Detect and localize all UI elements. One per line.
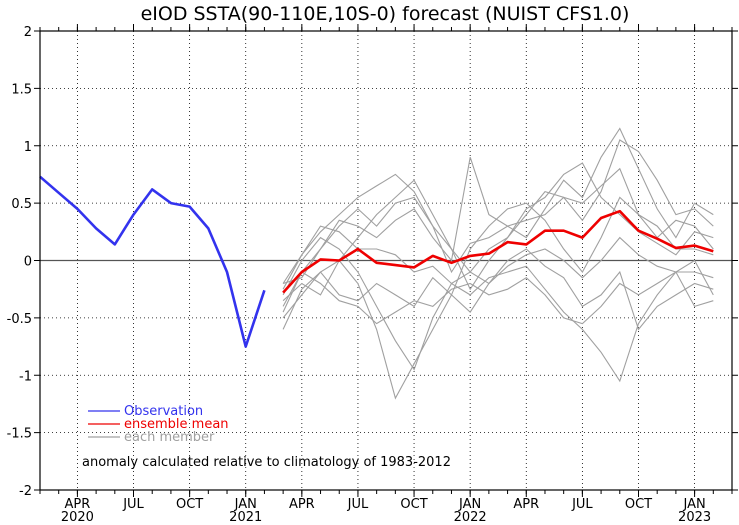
y-tick-label: 0 — [24, 255, 32, 270]
y-tick-label: -2 — [19, 484, 32, 499]
ensemble-mean-line — [282, 209, 714, 294]
member-line-1 — [282, 248, 714, 331]
y-tick-label: 2 — [24, 25, 32, 40]
member-line-5 — [282, 236, 714, 383]
observation-line — [39, 175, 266, 348]
legend-label-observation: Observation — [124, 404, 203, 419]
x-tick-label: OCT — [400, 497, 427, 512]
x-tick-label: JUL — [122, 497, 144, 512]
y-axis: 2 1.5 1 0.5 0 -0.5 -1 -1.5 -2 — [7, 25, 738, 499]
y-tick-label: 1 — [24, 140, 32, 155]
legend-label-each-member: each member — [124, 430, 215, 445]
x-tick-label: JAN — [458, 497, 481, 512]
member-line-8 — [282, 271, 714, 325]
x-tick-year-label: 2022 — [454, 510, 487, 525]
member-lines — [282, 127, 714, 400]
x-tick-label: JUL — [347, 497, 369, 512]
legend: Observation ensemble mean each member — [88, 404, 229, 445]
climatology-note: anomaly calculated relative to climatolo… — [82, 455, 451, 470]
x-tick-label: JAN — [234, 497, 257, 512]
y-tick-label: -1 — [19, 369, 32, 384]
chart-title: eIOD SSTA(90-110E,10S-0) forecast (NUIST… — [141, 3, 630, 25]
y-tick-label: 0.5 — [11, 197, 32, 212]
x-tick-label: APR — [65, 497, 91, 512]
x-tick-year-label: 2023 — [678, 510, 711, 525]
x-tick-label: OCT — [625, 497, 652, 512]
x-tick-label: JUL — [571, 497, 593, 512]
y-tick-label: 1.5 — [11, 82, 32, 97]
x-tick-label: OCT — [176, 497, 203, 512]
x-tick-label: APR — [289, 497, 315, 512]
x-tick-year-label: 2020 — [61, 510, 94, 525]
main-series — [39, 175, 714, 348]
y-tick-label: -0.5 — [7, 312, 32, 327]
x-tick-label: APR — [513, 497, 539, 512]
member-line-9 — [282, 162, 714, 290]
x-tick-year-label: 2021 — [229, 510, 262, 525]
y-tick-label: -1.5 — [7, 427, 32, 442]
member-line-6 — [282, 196, 714, 400]
legend-label-ensemble-mean: ensemble mean — [124, 417, 229, 432]
x-tick-label: JAN — [682, 497, 705, 512]
member-line-2 — [282, 167, 714, 313]
member-line-7 — [282, 127, 714, 285]
